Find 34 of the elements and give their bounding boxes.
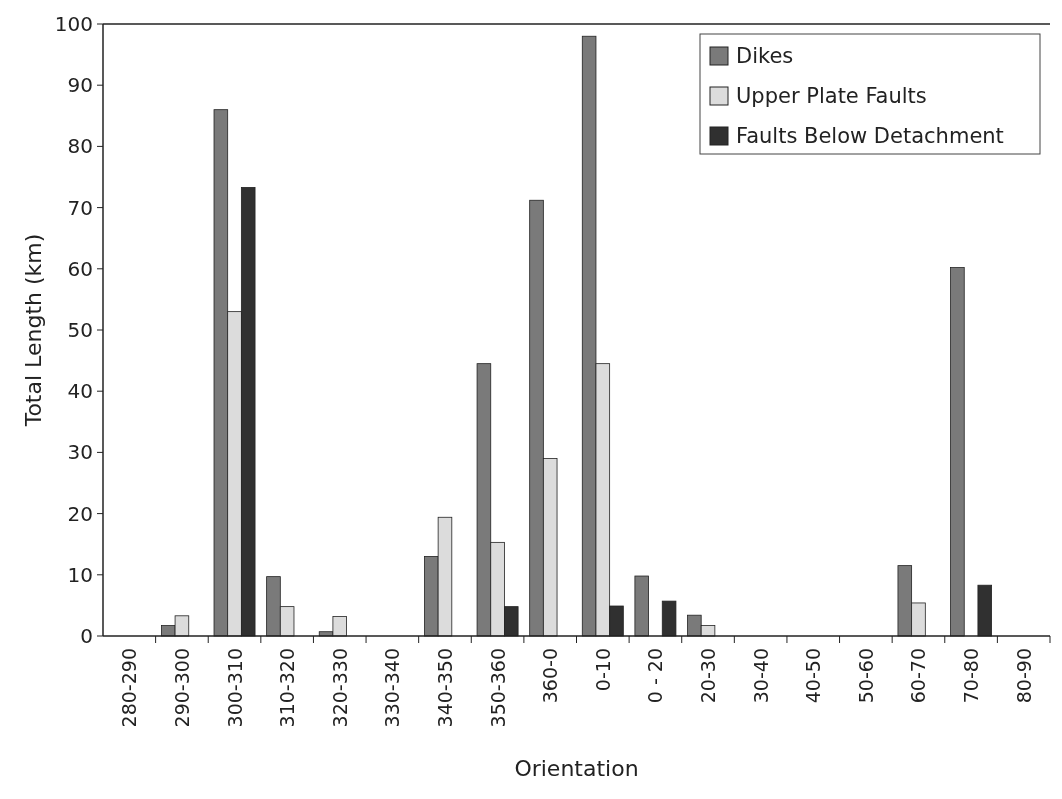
legend-label: Upper Plate Faults <box>736 84 927 108</box>
x-tick-label: 0-10 <box>591 648 614 692</box>
x-tick-label: 50-60 <box>854 648 877 704</box>
x-tick-label: 330-340 <box>381 648 404 728</box>
x-tick-label: 290-300 <box>170 648 193 728</box>
x-axis-title: Orientation <box>514 756 639 781</box>
y-tick-label: 30 <box>67 440 93 465</box>
legend-label: Dikes <box>736 44 794 68</box>
y-tick-label: 50 <box>67 318 93 342</box>
y-tick-label: 60 <box>67 256 93 281</box>
x-tick-label: 320-330 <box>328 648 351 728</box>
y-tick-label: 90 <box>67 73 93 98</box>
x-tick-label: 300-310 <box>223 648 246 728</box>
y-tick-label: 40 <box>67 379 93 404</box>
x-tick-label: 30-40 <box>749 648 772 704</box>
legend-label: Faults Below Detachment <box>736 124 1004 148</box>
x-tick-label: 60-70 <box>907 648 930 704</box>
x-tick-label: 350-360 <box>486 648 509 728</box>
x-tick-label: 360-0 <box>539 648 562 704</box>
y-tick-label: 20 <box>67 501 93 526</box>
x-tick-label: 80-90 <box>1012 648 1035 704</box>
x-tick-label: 340-350 <box>433 648 456 728</box>
x-tick-label: 40-50 <box>802 648 825 704</box>
y-tick-label: 80 <box>67 134 93 159</box>
x-tick-label: 310-320 <box>276 648 299 728</box>
x-tick-label: 280-290 <box>118 648 141 728</box>
x-tick-label: 20-30 <box>697 648 720 704</box>
x-tick-label: 70-80 <box>960 648 983 704</box>
y-tick-label: 10 <box>67 562 93 587</box>
y-tick-label: 100 <box>54 12 93 36</box>
y-axis-title: Total Length (km) <box>21 233 46 428</box>
y-tick-label: 0 <box>80 624 93 648</box>
y-tick-label: 70 <box>67 195 93 220</box>
x-tick-label: 0 - 20 <box>644 648 667 704</box>
